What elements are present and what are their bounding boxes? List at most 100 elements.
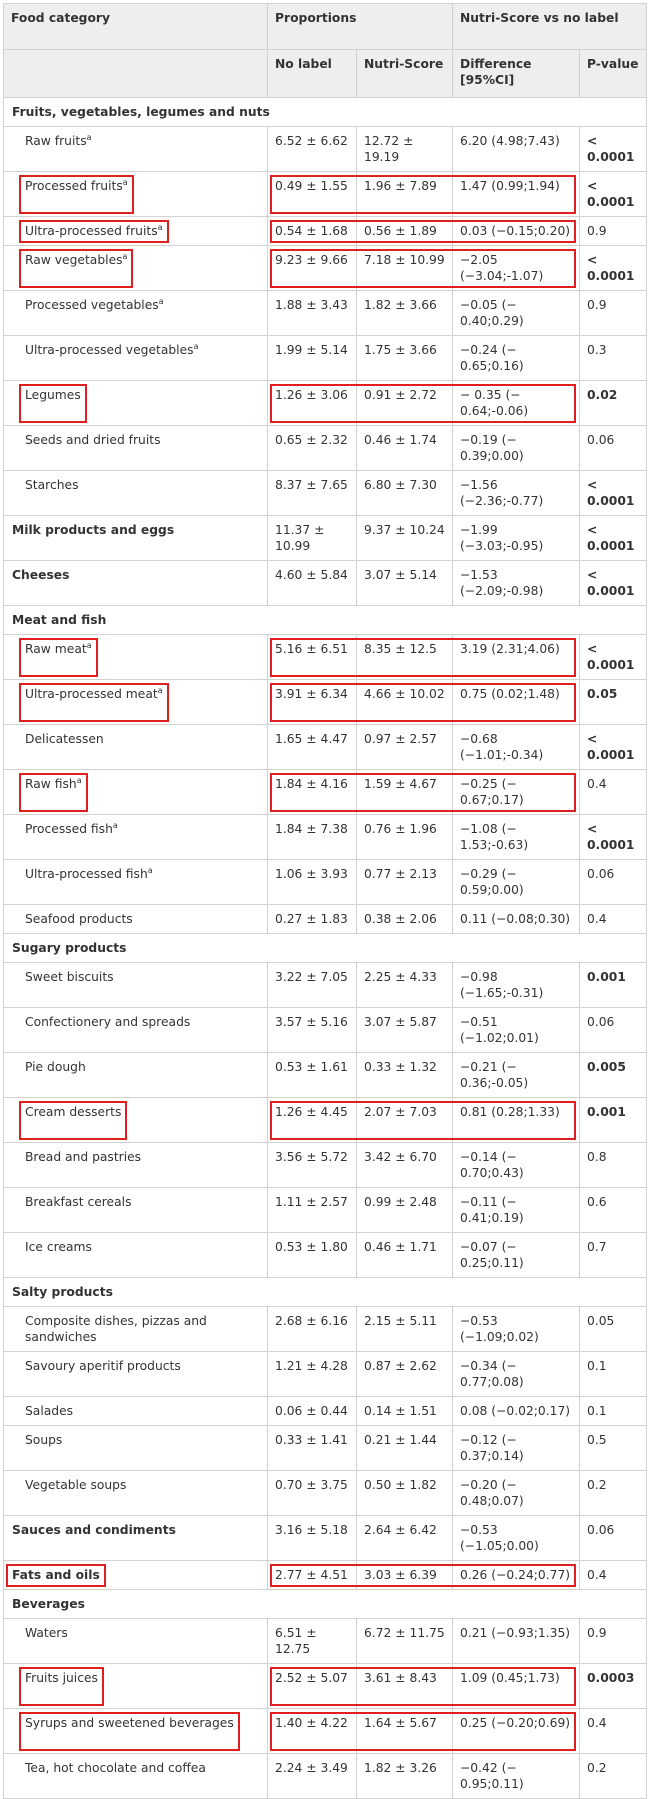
food-category-label: Breakfast cereals (25, 1195, 132, 1209)
footnote-marker: a (112, 821, 118, 830)
no-label-cell: 2.77 ± 4.51 (267, 1560, 357, 1590)
section-label: Beverages (3, 1589, 647, 1619)
p-value-cell: 0.001 (579, 962, 647, 1008)
table-row-waters: Waters 6.51 ± 12.75 6.72 ± 11.75 0.21 (−0.9… (3, 1618, 647, 1664)
food-category-label: Waters (25, 1626, 68, 1640)
food-category-label: Ultra-processed vegetables (25, 343, 194, 357)
nutri-score-cell: 1.59 ± 4.67 (356, 769, 453, 815)
no-label-cell: 1.06 ± 3.93 (267, 859, 357, 905)
difference-cell: 1.47 (0.99;1.94) (452, 171, 580, 217)
difference-cell: −0.05 (− 0.40;0.29) (452, 290, 580, 336)
food-category-label: Raw fruits (25, 134, 87, 148)
table-row-soups: Soups 0.33 ± 1.41 0.21 ± 1.44 −0.12 (− 0.37… (3, 1425, 647, 1471)
food-category-label: Seeds and dried fruits (25, 433, 161, 447)
nutri-score-cell: 1.82 ± 3.26 (356, 1753, 453, 1799)
difference-cell: 0.75 (0.02;1.48) (452, 679, 580, 725)
nutri-score-cell: 0.38 ± 2.06 (356, 904, 453, 934)
difference-cell: −0.21 (− 0.36;-0.05) (452, 1052, 580, 1098)
food-category-cell: Legumes (3, 380, 268, 426)
food-category-cell: Cheeses (3, 560, 268, 606)
food-category-label: Ice creams (25, 1240, 92, 1254)
food-category-label: Bread and pastries (25, 1150, 142, 1164)
no-label-cell: 0.54 ± 1.68 (267, 216, 357, 246)
no-label-cell: 1.40 ± 4.22 (267, 1708, 357, 1754)
footnote-marker: a (122, 252, 128, 261)
footnote-marker: a (193, 342, 199, 351)
no-label-cell: 5.16 ± 6.51 (267, 634, 357, 680)
nutri-score-cell: 0.46 ± 1.74 (356, 425, 453, 471)
difference-cell: −2.05 (−3.04;-1.07) (452, 245, 580, 291)
nutri-score-cell: 1.64 ± 5.67 (356, 1708, 453, 1754)
difference-cell: 0.26 (−0.24;0.77) (452, 1560, 580, 1590)
food-category-cell: Seeds and dried fruits (3, 425, 268, 471)
food-category-cell: Pie dough (3, 1052, 268, 1098)
food-category-label: Confectionery and spreads (25, 1015, 191, 1029)
table-row-raw-meat: Raw meata 5.16 ± 6.51 8.35 ± 12.5 3.19 (2.3… (3, 634, 647, 680)
footnote-marker: a (76, 776, 82, 785)
table-row-starches: Starches 8.37 ± 7.65 6.80 ± 7.30 −1.56 (−2.… (3, 470, 647, 516)
no-label-cell: 2.68 ± 6.16 (267, 1306, 357, 1352)
difference-cell: −0.11 (− 0.41;0.19) (452, 1187, 580, 1233)
food-category-cell: Vegetable soups (3, 1470, 268, 1516)
food-category-label: Cream desserts (25, 1105, 122, 1119)
nutri-score-cell: 0.99 ± 2.48 (356, 1187, 453, 1233)
table-row-raw-fruits: Raw fruitsa 6.52 ± 6.62 12.72 ± 19.19 6.20 … (3, 126, 647, 172)
header-row-bottom: No label Nutri-Score Difference [95%CI] … (3, 49, 647, 98)
footnote-marker: a (86, 641, 92, 650)
nutri-score-cell: 0.14 ± 1.51 (356, 1396, 453, 1426)
table-row-bread-and-pastries: Bread and pastries 3.56 ± 5.72 3.42 ± 6.70… (3, 1142, 647, 1188)
header-food-category: Food category (3, 3, 268, 50)
nutri-score-cell: 7.18 ± 10.99 (356, 245, 453, 291)
no-label-cell: 1.84 ± 7.38 (267, 814, 357, 860)
nutri-score-cell: 3.07 ± 5.87 (356, 1007, 453, 1053)
difference-cell: 6.20 (4.98;7.43) (452, 126, 580, 172)
no-label-cell: 0.53 ± 1.80 (267, 1232, 357, 1278)
p-value-cell: < 0.0001 (579, 634, 647, 680)
section-row-beverages: Beverages (3, 1589, 647, 1619)
table-row-processed-fish: Processed fisha 1.84 ± 7.38 0.76 ± 1.96 −1.… (3, 814, 647, 860)
no-label-cell: 0.65 ± 2.32 (267, 425, 357, 471)
p-value-cell: 0.6 (579, 1187, 647, 1233)
food-category-cell: Sweet biscuits (3, 962, 268, 1008)
table-row-fats-and-oils: Fats and oils 2.77 ± 4.51 3.03 ± 6.39 0.26 … (3, 1560, 647, 1590)
food-category-label: Seafood products (25, 912, 133, 926)
nutri-score-cell: 12.72 ± 19.19 (356, 126, 453, 172)
p-value-cell: 0.4 (579, 904, 647, 934)
footnote-marker: a (157, 223, 163, 232)
p-value-cell: 0.001 (579, 1097, 647, 1143)
nutri-score-cell: 9.37 ± 10.24 (356, 515, 453, 561)
nutri-score-cell: 3.03 ± 6.39 (356, 1560, 453, 1590)
nutri-score-cell: 0.33 ± 1.32 (356, 1052, 453, 1098)
difference-cell: −0.51 (−1.02;0.01) (452, 1007, 580, 1053)
nutri-score-cell: 6.80 ± 7.30 (356, 470, 453, 516)
food-category-cell: Ultra-processed fisha (3, 859, 268, 905)
table-row-vegetable-soups: Vegetable soups 0.70 ± 3.75 0.50 ± 1.82 −0.… (3, 1470, 647, 1516)
p-value-cell: 0.05 (579, 679, 647, 725)
food-category-cell: Ultra-processed fruitsa (3, 216, 268, 246)
food-category-label: Processed fruits (25, 179, 123, 193)
header-nutri-score: Nutri-Score (356, 49, 453, 98)
food-category-label: Ultra-processed fish (25, 867, 148, 881)
food-category-label: Fruits juices (25, 1671, 98, 1685)
food-category-label: Raw meat (25, 642, 87, 656)
table-row-ultra-processed-meat: Ultra-processed meata 3.91 ± 6.34 4.66 ± 1… (3, 679, 647, 725)
table-row-confectionery-and-spreads: Confectionery and spreads 3.57 ± 5.16 3.07… (3, 1007, 647, 1053)
p-value-cell: 0.9 (579, 216, 647, 246)
difference-cell: −0.29 (− 0.59;0.00) (452, 859, 580, 905)
food-category-cell: Raw fisha (3, 769, 268, 815)
footnote-marker: a (158, 297, 164, 306)
food-category-cell: Waters (3, 1618, 268, 1664)
table-row-sauces-and-condiments: Sauces and condiments 3.16 ± 5.18 2.64 ± 6… (3, 1515, 647, 1561)
section-row-sugary-products: Sugary products (3, 933, 647, 963)
food-category-label: Pie dough (25, 1060, 86, 1074)
p-value-cell: 0.4 (579, 1560, 647, 1590)
food-category-label: Milk products and eggs (12, 523, 175, 537)
page: Food category Proportions Nutri-Score vs… (3, 3, 647, 1799)
food-category-label: Ultra-processed fruits (25, 224, 158, 238)
food-category-label: Salades (25, 1404, 74, 1418)
nutri-score-cell: 0.77 ± 2.13 (356, 859, 453, 905)
food-category-cell: Composite dishes, pizzas and sandwiches (3, 1306, 268, 1352)
difference-cell: 1.09 (0.45;1.73) (452, 1663, 580, 1709)
nutri-score-cell: 1.75 ± 3.66 (356, 335, 453, 381)
p-value-cell: 0.02 (579, 380, 647, 426)
